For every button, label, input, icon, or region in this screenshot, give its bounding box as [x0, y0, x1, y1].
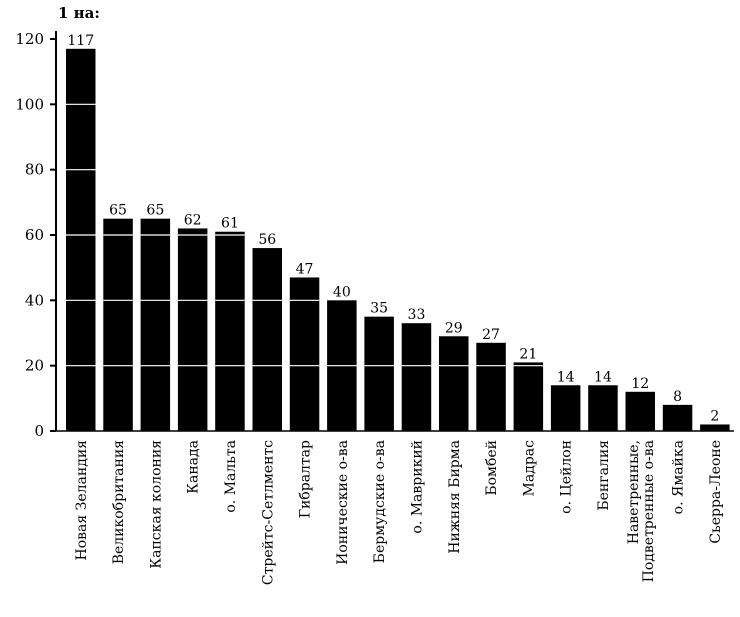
y-tick-label: 80: [25, 161, 44, 179]
category-label: о. Маврикий: [409, 440, 425, 534]
data-label: 29: [445, 320, 463, 336]
bar: [289, 277, 320, 431]
y-tick-label: 120: [15, 30, 44, 48]
bar: [700, 424, 730, 431]
y-tick-label: 40: [25, 291, 44, 309]
category-label-line: Подветренные о-ва: [641, 440, 657, 582]
category-label: Нижняя Бирма: [447, 440, 463, 554]
category-label: Новая Зеландия: [74, 440, 90, 561]
category-label-line: Гибралтар: [298, 440, 314, 518]
data-label: 40: [333, 284, 351, 300]
data-label: 117: [67, 33, 94, 49]
category-label-line: Бенгалия: [596, 440, 612, 511]
category-label: Бенгалия: [596, 440, 612, 511]
data-label: 35: [370, 301, 388, 317]
y-unit-label: 1 на:: [58, 4, 100, 22]
y-tick-label: 100: [15, 95, 44, 113]
data-label: 65: [146, 203, 164, 219]
bar: [252, 248, 282, 431]
category-label-line: о. Ямайка: [671, 440, 687, 514]
category-label: о. Мальта: [223, 440, 239, 513]
category-label: о. Ямайка: [671, 440, 687, 514]
bar: [513, 362, 544, 431]
bar: [439, 336, 469, 431]
category-label: Бермудские о-ва: [372, 440, 388, 563]
bar: [550, 385, 581, 431]
y-tick-label: 20: [25, 357, 44, 375]
category-label-line: о. Маврикий: [409, 440, 425, 534]
category-label: Канада: [186, 440, 202, 494]
bar: [140, 218, 171, 431]
category-label-line: Мадрас: [521, 440, 537, 497]
bar: [177, 228, 208, 431]
bar: [103, 218, 133, 431]
data-label: 33: [408, 307, 426, 323]
category-label: Мадрас: [521, 440, 537, 497]
category-label: Бомбей: [484, 440, 500, 496]
chart-bars: [66, 48, 730, 432]
data-label: 27: [482, 327, 500, 343]
category-label-line: Сьерра-Леоне: [708, 440, 724, 544]
category-label: Капская колония: [148, 440, 164, 569]
bar: [588, 385, 618, 431]
category-label: Великобритания: [111, 440, 127, 564]
data-label: 21: [519, 346, 537, 362]
data-label: 12: [631, 376, 649, 392]
data-label: 47: [296, 261, 314, 277]
category-label-line: Великобритания: [111, 440, 127, 564]
category-label-line: Наветренные,: [626, 440, 642, 544]
data-label: 8: [673, 389, 682, 405]
bar: [215, 231, 245, 431]
bar: [401, 323, 432, 431]
category-label: Стрейтс-Сетлментс: [260, 440, 276, 585]
bar: [364, 316, 394, 431]
category-label: Наветренные, Подветренные о-ва: [626, 440, 657, 582]
category-label-line: Новая Зеландия: [74, 440, 90, 561]
category-label-line: о. Цейлон: [559, 440, 575, 514]
category-label-line: Стрейтс-Сетлментс: [260, 440, 276, 585]
category-label-line: о. Мальта: [223, 440, 239, 513]
data-label: 14: [557, 369, 575, 385]
category-label-line: Бермудские о-ва: [372, 440, 388, 563]
category-label-line: Ионические о-ва: [335, 440, 351, 565]
category-label-line: Канада: [186, 440, 202, 494]
chart-labels: 117 Новая Зеландия 65 Великобритания 65 Капск…: [67, 33, 723, 585]
data-label: 14: [594, 369, 612, 385]
y-tick-label: 0: [34, 422, 44, 440]
bar: [625, 391, 655, 431]
category-label: Ионические о-ва: [335, 440, 351, 565]
data-label: 65: [109, 203, 127, 219]
data-label: 2: [710, 408, 719, 424]
category-label: Сьерра-Леоне: [708, 440, 724, 544]
category-label: Гибралтар: [298, 440, 314, 518]
category-label-line: Капская колония: [148, 440, 164, 569]
data-label: 61: [221, 216, 239, 232]
category-label-line: Нижняя Бирма: [447, 440, 463, 554]
data-label: 62: [184, 212, 202, 228]
data-label: 56: [258, 232, 276, 248]
bar: [66, 48, 96, 432]
bar: [662, 404, 693, 431]
bar: [476, 342, 506, 431]
category-label-line: Бомбей: [484, 440, 500, 496]
category-label: о. Цейлон: [559, 440, 575, 514]
y-tick-label: 60: [25, 226, 44, 244]
